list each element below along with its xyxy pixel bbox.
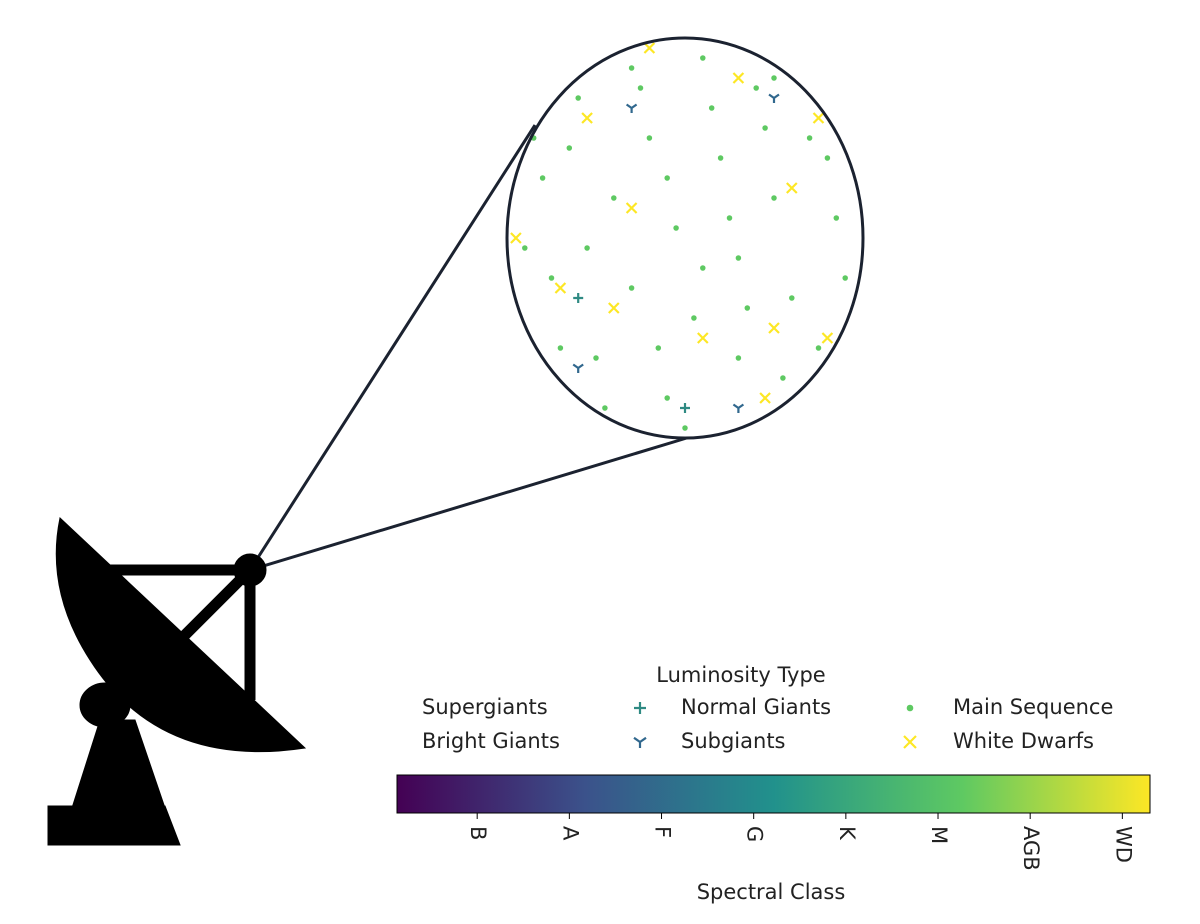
point (768, 93, 780, 103)
legend-label: Main Sequence (953, 695, 1113, 719)
point (510, 232, 522, 244)
point (821, 332, 834, 344)
colorbar-label: Spectral Class (697, 880, 846, 904)
colorbar (396, 774, 1151, 814)
point (608, 302, 620, 314)
legend-label: White Dwarfs (953, 729, 1094, 753)
colorbar-tick-label: M (927, 826, 951, 844)
point (646, 135, 653, 141)
legend-marker (634, 702, 646, 714)
legend-marker (633, 736, 647, 748)
zoom-circle (507, 38, 863, 438)
point (655, 345, 662, 351)
point (700, 55, 706, 61)
point (573, 293, 584, 303)
point (735, 255, 742, 261)
point (664, 175, 670, 181)
point (815, 345, 822, 351)
point (572, 402, 584, 414)
point (554, 282, 567, 294)
point (789, 295, 795, 301)
point (833, 215, 840, 221)
point (548, 275, 555, 281)
colorbar-tick-label: F (651, 826, 675, 838)
zoom-outline (505, 36, 865, 440)
point (625, 103, 638, 113)
point (557, 345, 564, 351)
point (780, 375, 786, 381)
point (566, 145, 573, 151)
colorbar-tick-label: AGB (1019, 826, 1043, 871)
point (735, 355, 742, 361)
colorbar-tick-label: WD (1111, 826, 1135, 863)
point (628, 65, 635, 71)
point (759, 392, 771, 404)
point (726, 215, 733, 221)
point (664, 395, 670, 401)
point (824, 155, 831, 161)
point (744, 305, 751, 311)
point (732, 403, 745, 413)
point (628, 285, 635, 291)
point (637, 85, 644, 91)
point (771, 75, 777, 81)
point (786, 182, 798, 194)
point (732, 72, 745, 84)
legend-label: Subgiants (681, 729, 786, 753)
point (842, 275, 848, 281)
point (700, 265, 706, 271)
point (575, 95, 581, 101)
scatter-points (510, 42, 848, 431)
point (771, 195, 777, 201)
point (593, 355, 599, 361)
point (673, 225, 679, 231)
point (581, 112, 593, 124)
point (697, 332, 709, 344)
telescope (47, 124, 691, 846)
point (625, 202, 638, 214)
legend-marker (906, 704, 914, 712)
legend-marker (903, 735, 917, 749)
colorbar-tick-label: A (558, 826, 582, 841)
colorbar-tick-label: B (466, 826, 490, 840)
point (753, 85, 759, 91)
point (812, 112, 825, 124)
legend-label: Bright Giants (422, 729, 560, 753)
point (572, 363, 584, 373)
point (768, 322, 780, 334)
point (682, 425, 688, 431)
point (643, 42, 656, 54)
point (708, 105, 715, 111)
point (680, 403, 690, 413)
legend-label: Normal Giants (681, 695, 831, 719)
point (584, 245, 590, 251)
colorbar-tick-label: K (835, 826, 859, 841)
legend-label: Supergiants (422, 695, 548, 719)
point (611, 195, 617, 201)
point (539, 175, 546, 181)
point (762, 125, 768, 131)
point (522, 245, 528, 251)
point (602, 405, 608, 411)
colorbar-tick-label: G (743, 826, 767, 842)
point (806, 135, 813, 141)
point (691, 315, 697, 321)
legend-title: Luminosity Type (656, 663, 825, 687)
point (717, 155, 724, 161)
